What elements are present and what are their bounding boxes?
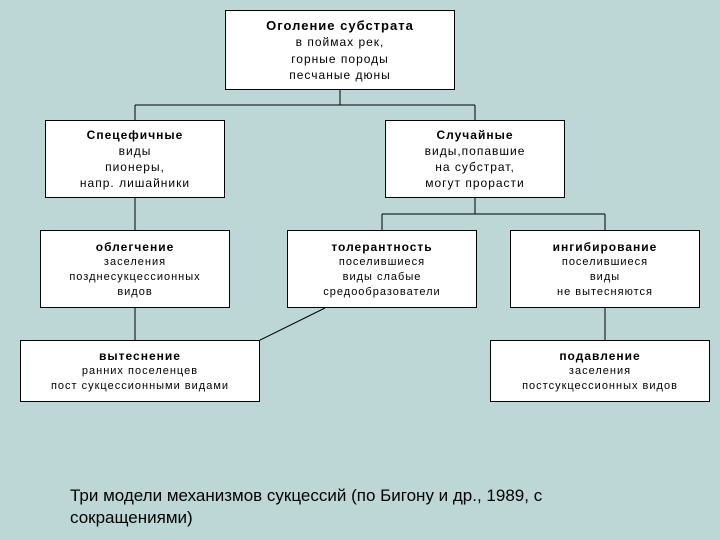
node-line: поселившиеся [294,255,470,270]
node-inhibition: ингибированиепоселившиесявидыне вытесняю… [510,230,700,308]
node-line: пионеры, [52,159,218,175]
node-specific: Спецефичныевидыпионеры,напр. лишайники [45,120,225,198]
node-title: толерантность [294,239,470,255]
node-title: облегчение [47,239,223,255]
node-tolerance: толерантностьпоселившиесявиды слабыесред… [287,230,477,308]
node-line: позднесукцессионных [47,270,223,285]
node-line: горные породы [232,51,448,67]
node-line: виды [517,270,693,285]
node-title: Оголение субстрата [232,17,448,35]
node-random: Случайныевиды,попавшиена субстрат,могут … [385,120,565,198]
node-facilitation: облегчениезаселенияпозднесукцессионныхви… [40,230,230,308]
node-line: не вытесняются [517,285,693,300]
node-line: постсукцессионных видов [497,379,703,394]
node-line: в поймах рек, [232,34,448,50]
node-displacement: вытеснениеранних поселенцевпост сукцесси… [20,340,260,402]
node-line: на субстрат, [392,159,558,175]
diagram-caption: Три модели механизмов сукцессий (по Биго… [70,485,630,529]
node-line: виды,попавшие [392,143,558,159]
node-root: Оголение субстратав поймах рек,горные по… [225,10,455,90]
node-title: Случайные [392,127,558,143]
node-line: видов [47,285,223,300]
node-line: заселения [497,364,703,379]
node-line: виды слабые [294,270,470,285]
node-line: песчаные дюны [232,67,448,83]
node-line: поселившиеся [517,255,693,270]
node-line: напр. лишайники [52,175,218,191]
node-title: ингибирование [517,239,693,255]
node-title: вытеснение [27,348,253,364]
node-line: виды [52,143,218,159]
node-title: Спецефичные [52,127,218,143]
node-suppression: подавлениезаселенияпостсукцессионных вид… [490,340,710,402]
node-line: могут прорасти [392,175,558,191]
node-line: ранних поселенцев [27,364,253,379]
node-line: заселения [47,255,223,270]
succession-flowchart: Оголение субстратав поймах рек,горные по… [0,0,720,470]
node-line: пост сукцессионными видами [27,379,253,394]
node-title: подавление [497,348,703,364]
node-line: средообразователи [294,285,470,300]
